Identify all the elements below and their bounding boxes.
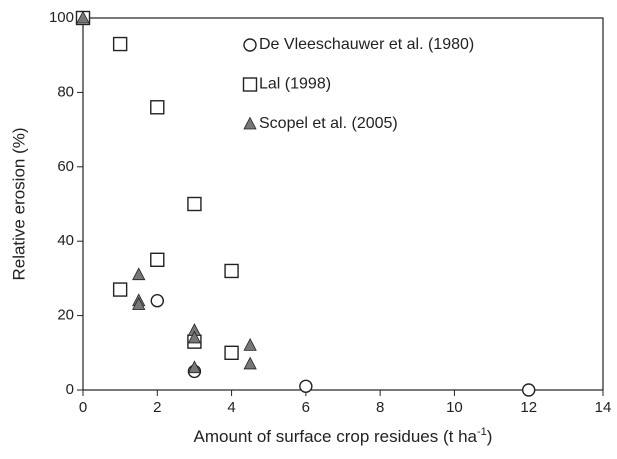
y-tick-label: 60 [57, 158, 74, 175]
y-axis-label: Relative erosion (%) [9, 127, 28, 280]
x-axis-label-sup: -1 [477, 426, 487, 438]
marker-square [242, 77, 258, 92]
legend-label: De Vleeschauwer et al. (1980) [259, 36, 474, 53]
marker-square [150, 252, 165, 268]
marker-triangle [187, 360, 202, 374]
marker-square [112, 282, 128, 297]
x-axis-label-main: Amount of surface crop residues (t ha [194, 427, 478, 446]
marker-triangle [76, 10, 90, 24]
marker-circle [150, 294, 164, 308]
x-tick-label: 12 [520, 399, 537, 416]
marker-square [224, 345, 239, 360]
x-axis-label-end: ) [487, 427, 493, 446]
marker-triangle [243, 356, 257, 370]
marker-circle [522, 383, 536, 397]
plot-frame [82, 17, 604, 391]
marker-square [150, 100, 165, 115]
marker-triangle [243, 337, 257, 351]
marker-square [112, 36, 128, 52]
x-tick-label: 8 [376, 399, 384, 416]
legend-label: Scopel et al. (2005) [259, 115, 398, 132]
marker-triangle [243, 116, 257, 130]
x-tick-label: 0 [79, 399, 87, 416]
y-tick-label: 0 [66, 381, 74, 398]
marker-triangle [187, 330, 202, 344]
x-tick-label: 2 [153, 399, 161, 416]
x-tick-label: 6 [302, 399, 310, 416]
y-tick-label: 40 [57, 232, 74, 249]
x-tick-label: 10 [446, 399, 463, 416]
x-tick-label: 4 [227, 399, 235, 416]
y-tick-label: 80 [57, 83, 74, 100]
y-tick-label: 20 [57, 307, 74, 324]
marker-triangle [132, 297, 146, 310]
legend-label: Lal (1998) [259, 76, 331, 93]
marker-triangle [132, 267, 146, 281]
marker-circle [243, 38, 257, 52]
marker-square [187, 196, 202, 212]
x-axis-label: Amount of surface crop residues (t ha-1) [194, 426, 493, 447]
y-tick-label: 100 [49, 9, 74, 26]
marker-circle [299, 379, 313, 393]
marker-square [224, 263, 239, 279]
x-tick-label: 14 [595, 399, 612, 416]
